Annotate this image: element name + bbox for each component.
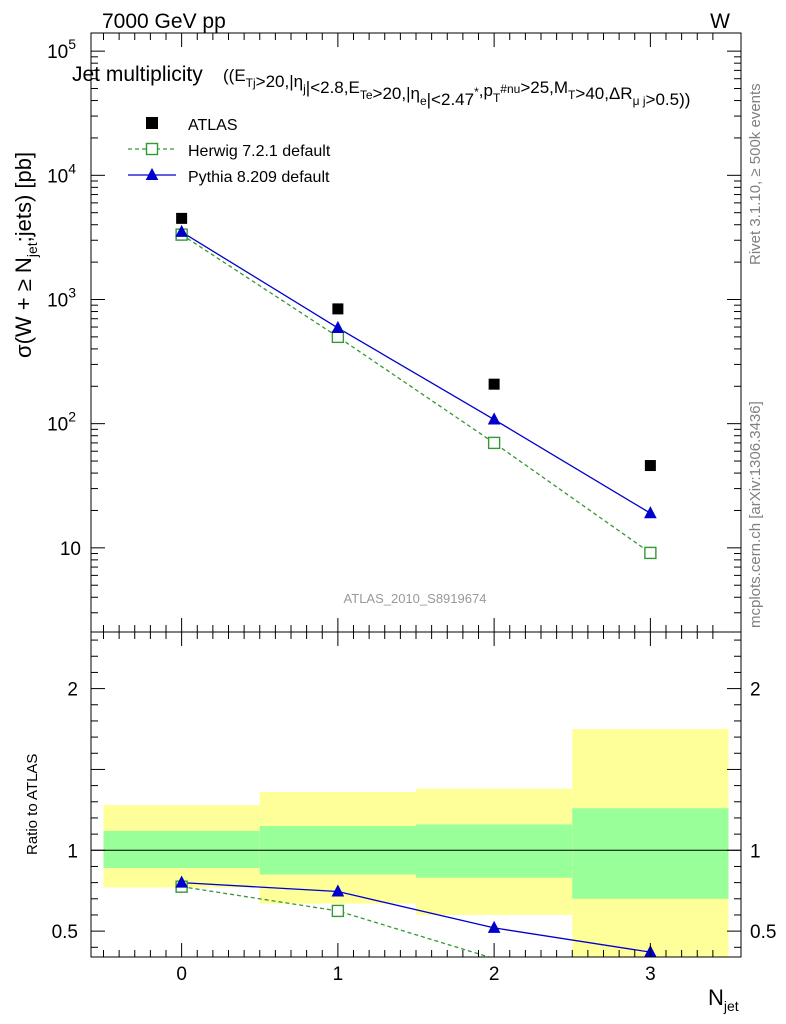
atlas-point (176, 212, 188, 224)
stat-uncertainty-band (572, 808, 729, 899)
pythia-line (181, 231, 651, 514)
ratio-pythia-line (181, 881, 651, 953)
x-tick-label: 1 (333, 964, 344, 985)
main-marks (175, 212, 657, 560)
legend-atlas-label: ATLAS (188, 117, 238, 134)
ratio-bands (91, 729, 741, 957)
ratio-herwig-line (181, 886, 492, 957)
pythia-point (175, 224, 188, 237)
energy-label: 7000 GeV pp (102, 10, 226, 33)
ratio-pythia-point (175, 875, 188, 888)
legend-atlas-marker (146, 117, 158, 129)
mcplots-reference: mcplots.cern.ch [arXiv:1306.3436] (747, 401, 764, 628)
ratio-herwig-point (331, 904, 345, 918)
herwig-point (331, 330, 345, 344)
x-tick-label: 2 (489, 964, 500, 985)
y-tick-label: 102 (47, 409, 76, 436)
ratio-y-axis-label: Ratio to ATLAS (24, 754, 41, 855)
y-tick-label: 105 (47, 36, 76, 63)
ratio-axes: 0.5 0.5 1 1 2 2 0 1 2 3 (52, 631, 776, 985)
herwig-line (181, 234, 651, 554)
ratio-y-tick-label: 2 (67, 680, 78, 701)
ratio-pythia-point (331, 884, 345, 897)
pythia-point (487, 412, 501, 425)
y-axis-label: σ(W + ≥ Njet;jets) [pb] (11, 152, 40, 358)
ratio-y-tick-label-right: 1 (750, 841, 761, 862)
y-tick-label: 10 (60, 539, 81, 560)
y-tick-label: 104 (47, 160, 76, 187)
ratio-y-tick-label-right: 0.5 (750, 922, 776, 943)
axis-labels: Njet σ(W + ≥ Njet;jets) [pb] Ratio to ATLA… (11, 152, 739, 1014)
ratio-pythia-point (487, 920, 501, 933)
legend: ATLAS Herwig 7.2.1 default Pythia 8.209 de… (128, 117, 331, 186)
x-tick-label: 0 (176, 964, 187, 985)
herwig-point (487, 436, 501, 450)
y-tick-label: 103 (47, 284, 76, 311)
legend-herwig-label: Herwig 7.2.1 default (188, 143, 331, 160)
plot-title-main: Jet multiplicity (72, 63, 203, 86)
legend-herwig-marker (145, 142, 159, 156)
legend-pythia-marker (145, 167, 159, 180)
herwig-point (644, 546, 657, 560)
ratio-y-tick-label: 0.5 (52, 922, 78, 943)
plot-title-cuts: ((ETj>20,|ηj|<2.8,ETe>20,|ηe|<2.47*,pT#n… (223, 66, 690, 109)
ratio-y-tick-label-right: 2 (750, 680, 761, 701)
x-axis-label: Njet (708, 985, 739, 1014)
plot-title: Jet multiplicity (72, 63, 203, 86)
rivet-version: Rivet 3.1.10, ≥ 500k events (747, 83, 764, 265)
stat-uncertainty-band (103, 830, 260, 869)
stat-uncertainty-band (416, 824, 573, 878)
pythia-point (644, 506, 657, 519)
atlas-point (644, 460, 656, 472)
x-tick-label: 3 (645, 964, 656, 985)
legend-pythia-label: Pythia 8.209 default (188, 169, 330, 186)
ratio-y-tick-label: 1 (67, 841, 78, 862)
atlas-point (332, 303, 344, 315)
analysis-id: ATLAS_2010_S8919674 (344, 591, 487, 606)
pythia-point (331, 320, 345, 333)
atlas-point (488, 378, 500, 390)
process-label: W (710, 10, 730, 33)
